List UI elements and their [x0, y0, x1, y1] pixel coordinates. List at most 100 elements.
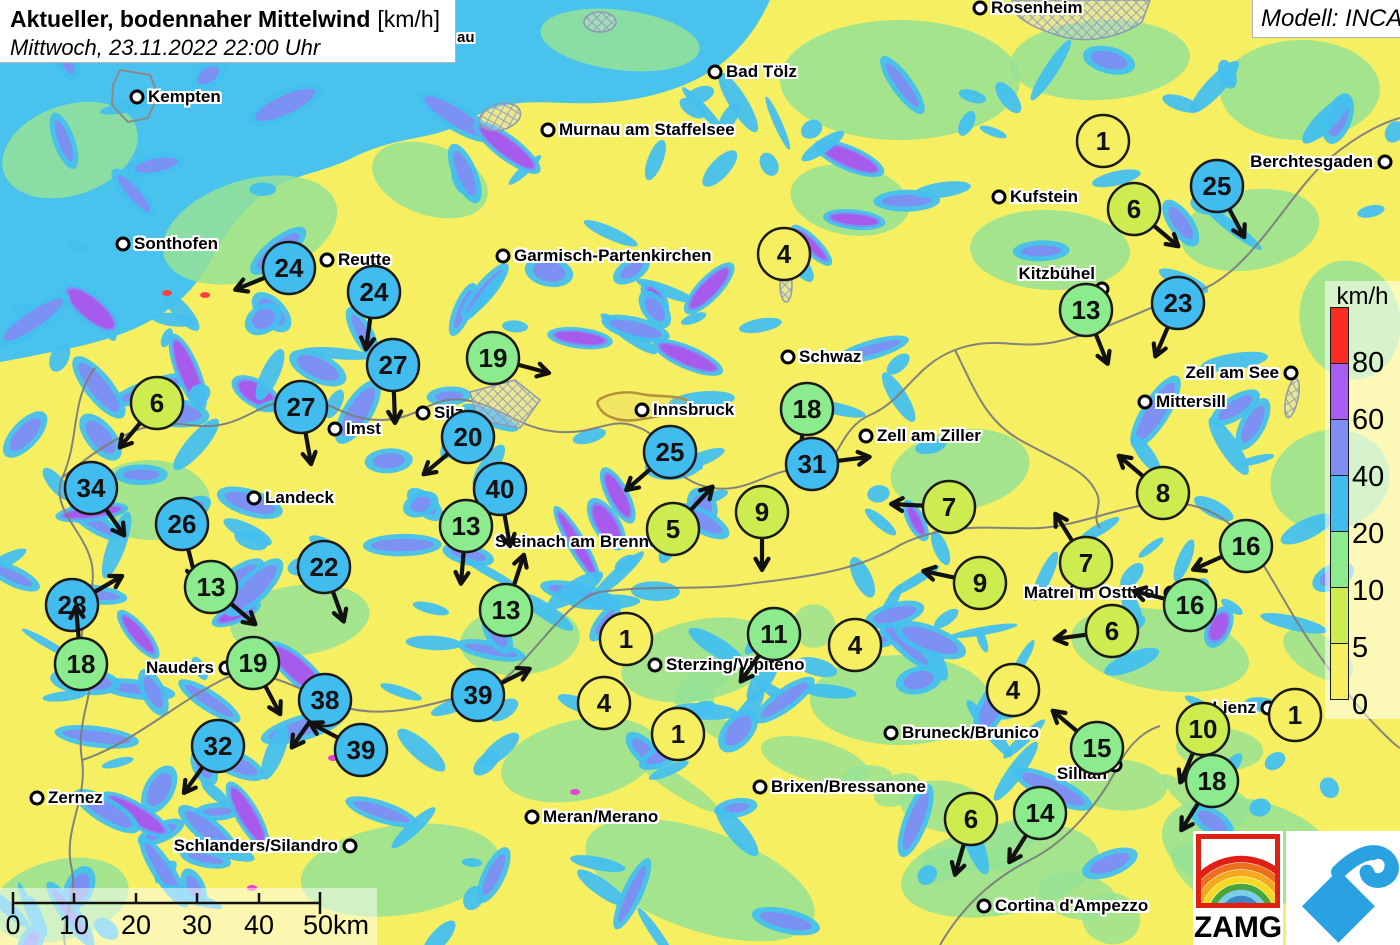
wind-marker-circle [183, 559, 239, 615]
wind-direction-arrow [229, 602, 258, 627]
city-dot [647, 657, 663, 673]
wind-speed-value: 25 [656, 437, 685, 467]
wind-speed-value: 14 [1026, 798, 1055, 828]
wind-marker: 9 [921, 555, 1008, 611]
wind-marker: 7 [1053, 511, 1114, 591]
wind-direction-arrow [1152, 224, 1181, 249]
wind-marker: 4 [576, 675, 632, 731]
wind-speed-value: 18 [793, 394, 822, 424]
wind-marker-circle [273, 379, 329, 435]
wind-direction-arrow [233, 276, 267, 294]
wind-speed-value: 10 [1189, 714, 1218, 744]
legend-segment [1330, 531, 1349, 588]
city-label: Zell am See [1185, 363, 1279, 382]
wind-marker: 14 [1007, 785, 1068, 865]
wind-marker-circle [365, 337, 421, 393]
wind-marker: 9 [734, 484, 790, 573]
wind-marker-circle [1218, 518, 1274, 574]
wind-speed-value: 1 [1096, 126, 1110, 156]
city-dot [495, 248, 511, 264]
wind-speed-value: 9 [973, 568, 987, 598]
wind-marker: 39 [307, 720, 389, 778]
city-label: Kempten [148, 87, 221, 106]
wind-direction-arrow [300, 431, 318, 467]
city-label: Murnau am Staffelsee [559, 120, 735, 139]
wind-speed-value: 4 [1006, 675, 1021, 705]
wind-speed-value: 40 [486, 474, 515, 504]
legend-color-bar [1330, 307, 1349, 700]
wind-direction-arrow [1052, 629, 1088, 646]
wind-direction-arrow [624, 467, 652, 493]
wind-direction-arrow [307, 720, 340, 740]
map-datetime: Mittwoch, 23.11.2022 22:00 Uhr [10, 35, 321, 60]
legend-segment [1330, 363, 1349, 420]
wind-direction-arrow [689, 484, 715, 512]
model-box: Modell: INCA [1252, 0, 1400, 38]
city-label: Kitzbühel [1018, 264, 1096, 283]
wind-direction-arrow [517, 361, 552, 379]
wind-marker-circle [1106, 181, 1162, 237]
wind-marker: 31 [784, 436, 872, 492]
city-dot [540, 122, 556, 138]
city-dot [1283, 365, 1299, 381]
wind-direction-arrow [359, 316, 376, 352]
wind-marker: 13 [478, 552, 534, 638]
city-dot [319, 252, 335, 268]
wind-marker: 4 [827, 617, 883, 673]
kempten-city-outline [110, 68, 160, 124]
wind-speed-value: 7 [1079, 548, 1093, 578]
wind-speed-value: 22 [310, 552, 339, 582]
wind-marker: 24 [233, 240, 317, 296]
city-dot [327, 421, 343, 437]
wind-marker: 24 [346, 264, 402, 352]
wind-direction-arrow [1227, 207, 1247, 240]
wind-speed-value: 1 [1288, 700, 1302, 730]
wind-speed-value: 7 [942, 492, 956, 522]
wind-direction-arrow [1053, 511, 1074, 543]
city-dot [415, 405, 431, 421]
wind-marker: 18 [53, 604, 109, 692]
city-dot [780, 349, 796, 365]
wind-direction-arrow [921, 564, 956, 582]
wind-speed-value: 4 [597, 688, 612, 718]
wind-marker: 13 [438, 498, 494, 586]
wind-marker-circle [734, 484, 790, 540]
wind-speed-value: 34 [77, 473, 106, 503]
wind-marker: 16 [1131, 577, 1218, 633]
wind-speed-value: 39 [464, 680, 493, 710]
wind-marker-circle [1162, 577, 1218, 633]
wind-direction-arrow [1094, 332, 1112, 366]
city-label: Garmisch-Partenkirchen [514, 246, 712, 265]
city-label: Steinach am Brenner [494, 532, 666, 551]
wind-direction-arrow [753, 536, 771, 573]
wind-marker: 34 [63, 460, 127, 538]
wind-marker-circle [779, 381, 835, 437]
wind-marker: 25 [624, 424, 698, 493]
city-label: Zernez [48, 788, 103, 807]
wind-direction-arrow [104, 508, 127, 538]
zamg-rainbow-icon [1196, 834, 1280, 908]
city-label: Reutte [338, 250, 391, 269]
wind-marker-circle [1267, 687, 1323, 743]
wind-marker-circle [784, 436, 840, 492]
wind-speed-value: 25 [1203, 171, 1232, 201]
scalebar-ticks [11, 892, 322, 914]
legend-segment [1330, 643, 1349, 700]
legend-segment [1330, 307, 1349, 364]
wind-speed-value: 13 [492, 595, 521, 625]
scalebar-label: 30 [181, 910, 213, 940]
wind-direction-arrow [68, 604, 86, 640]
wind-speed-value: 1 [619, 624, 633, 654]
wind-marker-circle [1069, 720, 1125, 776]
wind-marker-circle [346, 264, 402, 320]
wind-marker: 18 [1179, 753, 1240, 833]
wind-direction-arrow [453, 550, 471, 586]
legend-tick-label: 80 [1352, 346, 1385, 379]
city-label: Cortina d'Ampezzo [995, 896, 1149, 915]
wind-marker-circle [952, 555, 1008, 611]
wind-speed-value: 32 [204, 731, 233, 761]
wind-speed-value: 6 [964, 804, 978, 834]
wind-marker-circle [921, 479, 977, 535]
scalebar-label: 20 [120, 910, 152, 940]
